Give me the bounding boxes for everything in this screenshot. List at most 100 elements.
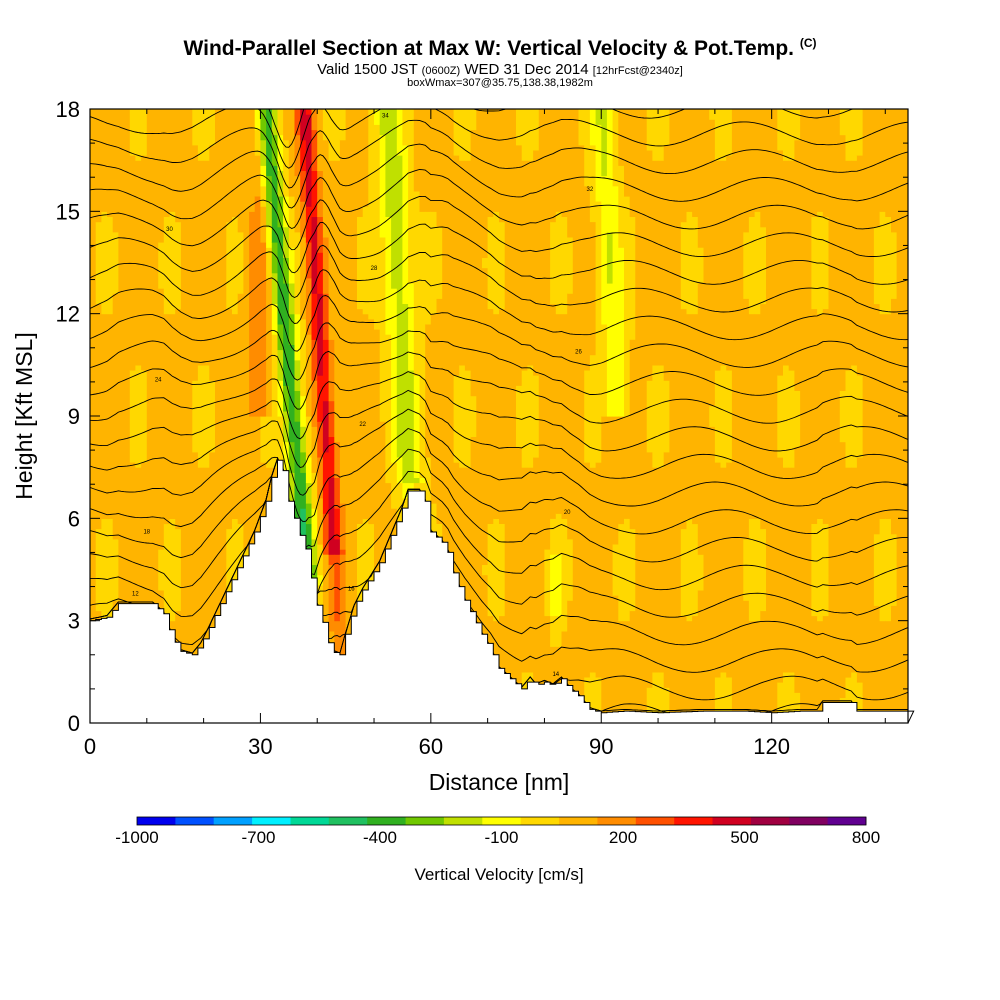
velocity-cell bbox=[101, 518, 108, 622]
velocity-cell bbox=[754, 313, 761, 519]
velocity-cell bbox=[470, 436, 477, 704]
velocity-cell bbox=[368, 318, 375, 525]
velocity-cell bbox=[555, 513, 563, 555]
velocity-cell bbox=[436, 298, 443, 524]
velocity-cell bbox=[277, 226, 284, 325]
velocity-cell bbox=[589, 354, 597, 468]
velocity-cell bbox=[294, 421, 301, 519]
x-tick-label: 30 bbox=[248, 734, 272, 759]
theta-contour-line bbox=[90, 119, 908, 189]
velocity-cell bbox=[879, 109, 886, 212]
velocity-cell bbox=[413, 190, 421, 376]
velocity-cell bbox=[845, 369, 852, 468]
velocity-cell bbox=[868, 109, 875, 723]
velocity-cell bbox=[402, 303, 409, 484]
velocity-cell bbox=[754, 109, 761, 212]
velocity-cell bbox=[232, 109, 239, 217]
velocity-cell bbox=[726, 369, 733, 463]
velocity-cell bbox=[300, 395, 307, 427]
velocity-cell bbox=[317, 497, 324, 545]
theta-contour-line bbox=[90, 457, 908, 673]
velocity-cell bbox=[555, 109, 563, 212]
velocity-cell bbox=[697, 247, 705, 284]
velocity-cell bbox=[612, 543, 619, 596]
velocity-cell bbox=[328, 554, 335, 565]
velocity-cell bbox=[697, 554, 705, 591]
velocity-cell bbox=[311, 538, 318, 565]
velocity-cell bbox=[663, 109, 670, 146]
velocity-cell bbox=[839, 390, 847, 443]
velocity-cell bbox=[288, 344, 296, 443]
velocity-cell bbox=[731, 109, 739, 723]
velocity-cell bbox=[186, 109, 193, 723]
velocity-cell bbox=[567, 293, 574, 540]
velocity-cell bbox=[124, 109, 131, 723]
velocity-cell bbox=[305, 109, 313, 115]
velocity-cell bbox=[612, 109, 619, 187]
velocity-cell bbox=[482, 564, 489, 576]
velocity-cell bbox=[180, 109, 188, 723]
velocity-cell bbox=[118, 109, 125, 723]
velocity-cell bbox=[334, 160, 341, 443]
velocity-cell bbox=[544, 615, 551, 723]
velocity-cell bbox=[584, 109, 591, 187]
velocity-cell bbox=[328, 339, 335, 402]
velocity-cell bbox=[305, 206, 313, 243]
velocity-cell bbox=[339, 554, 347, 723]
velocity-cell bbox=[300, 508, 307, 555]
velocity-cell bbox=[311, 472, 318, 509]
velocity-cell bbox=[521, 369, 528, 468]
velocity-cell bbox=[271, 272, 279, 304]
velocity-cell bbox=[561, 313, 568, 519]
velocity-cell bbox=[550, 303, 557, 519]
velocity-cell bbox=[288, 313, 296, 345]
velocity-cell bbox=[374, 109, 381, 125]
velocity-cell bbox=[237, 109, 244, 233]
theta-contour-labels: 12 14 16 18 20 22 24 26 28 30 32 34 bbox=[132, 113, 594, 678]
velocity-cell bbox=[334, 508, 341, 540]
velocity-cell bbox=[737, 109, 744, 723]
velocity-cell bbox=[362, 109, 369, 207]
velocity-cell bbox=[311, 129, 318, 171]
theta-contour-label: 24 bbox=[155, 377, 162, 383]
velocity-cell bbox=[822, 615, 830, 723]
velocity-cell bbox=[629, 216, 636, 340]
velocity-cell bbox=[533, 149, 540, 376]
velocity-cell bbox=[322, 554, 330, 637]
velocity-cell bbox=[334, 538, 341, 555]
velocity-cell bbox=[294, 313, 301, 361]
velocity-cell bbox=[822, 308, 830, 524]
velocity-cell bbox=[584, 185, 591, 371]
velocity-cell bbox=[817, 109, 824, 212]
theta-contour-line bbox=[90, 221, 908, 285]
velocity-cell bbox=[743, 600, 750, 723]
x-axis-title: Distance [nm] bbox=[429, 769, 570, 795]
velocity-cell bbox=[249, 109, 256, 212]
velocity-cell bbox=[891, 109, 898, 233]
velocity-cell bbox=[436, 226, 443, 299]
velocity-cell bbox=[294, 231, 301, 315]
velocity-cell bbox=[760, 226, 767, 305]
velocity-cell bbox=[624, 518, 631, 622]
velocity-cell bbox=[311, 216, 318, 294]
velocity-cell bbox=[589, 109, 597, 146]
velocity-cell bbox=[646, 451, 653, 688]
velocity-cell bbox=[322, 513, 330, 555]
velocity-cell bbox=[834, 109, 841, 723]
velocity-cell bbox=[788, 109, 795, 161]
velocity-cell bbox=[777, 682, 784, 723]
velocity-cell bbox=[146, 109, 154, 723]
velocity-cell bbox=[419, 477, 426, 484]
velocity-cell bbox=[754, 211, 761, 315]
velocity-cell bbox=[266, 175, 273, 202]
velocity-cell bbox=[754, 518, 761, 622]
colorbar-swatch bbox=[252, 817, 291, 825]
velocity-cell bbox=[777, 456, 784, 683]
y-tick-label: 15 bbox=[56, 199, 80, 224]
velocity-cell bbox=[232, 313, 239, 519]
velocity-cell bbox=[567, 236, 574, 294]
velocity-cell bbox=[555, 211, 563, 315]
velocity-cell bbox=[845, 467, 852, 678]
velocity-cell bbox=[129, 155, 137, 371]
velocity-cell bbox=[533, 375, 540, 458]
